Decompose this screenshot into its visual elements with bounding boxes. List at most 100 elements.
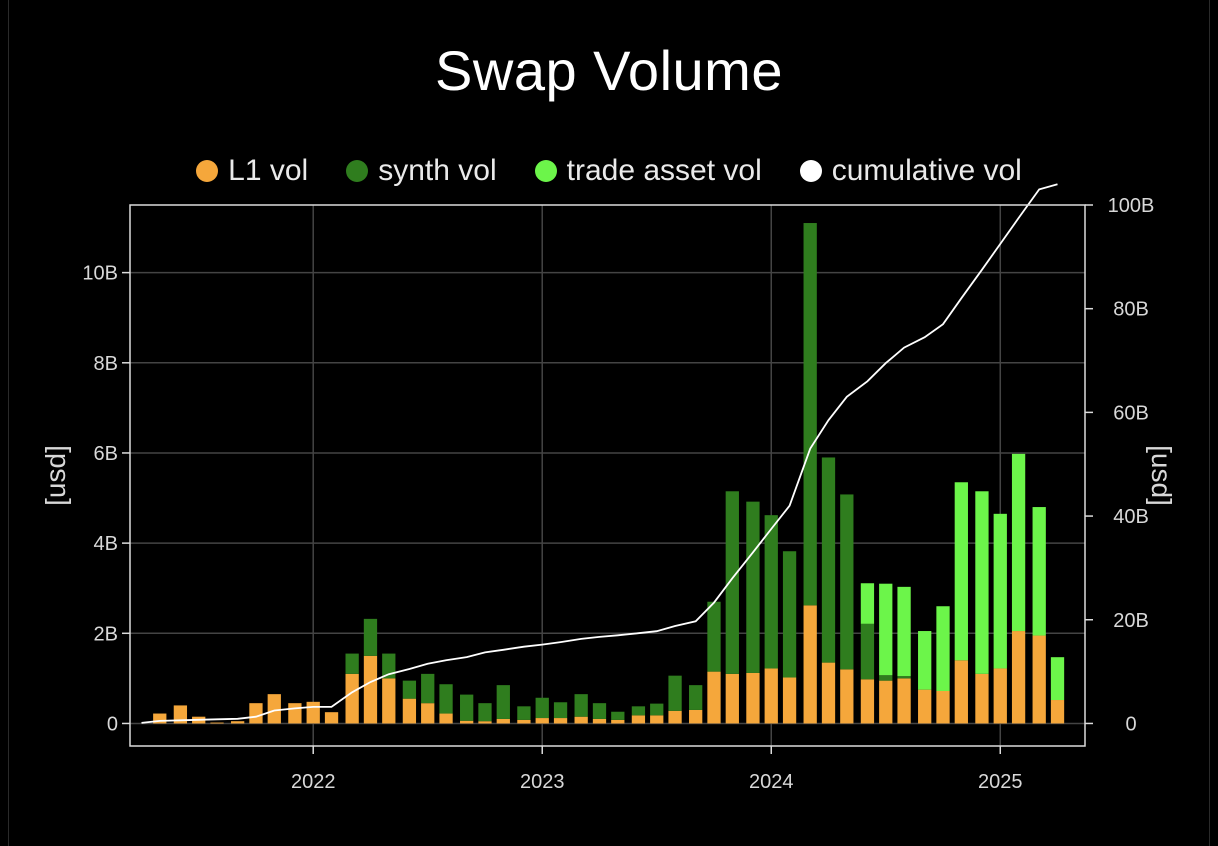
bar-l1-vol <box>173 705 188 724</box>
bar-l1-vol <box>611 719 625 724</box>
bar-synth-vol <box>650 703 664 716</box>
bar-synth-vol <box>725 491 739 674</box>
bar-l1-vol <box>975 673 989 724</box>
bar-synth-vol <box>439 684 453 714</box>
bar-synth-vol <box>382 653 396 679</box>
legend-item-synth[interactable]: synth vol <box>346 154 497 188</box>
bar-l1-vol <box>803 605 817 724</box>
bar-l1-vol <box>553 718 568 724</box>
bar-l1-vol <box>993 668 1007 724</box>
bar-l1-vol <box>918 689 932 724</box>
y-right-axis-label: [usd] <box>1146 445 1177 506</box>
bar-trade-asset-vol <box>993 513 1007 669</box>
bar-l1-vol <box>725 673 739 724</box>
bar-synth-vol <box>803 223 817 606</box>
bar-l1-vol <box>574 716 588 724</box>
bar-l1-vol <box>1011 631 1026 724</box>
bar-synth-vol <box>363 618 378 656</box>
y-left-tick-label: 4B <box>94 533 118 555</box>
bar-synth-vol <box>553 702 568 719</box>
y-left-tick-label: 6B <box>94 443 118 465</box>
bar-synth-vol <box>821 457 836 663</box>
bar-l1-vol <box>324 712 339 724</box>
bar-trade-asset-vol <box>1032 507 1046 636</box>
bar-synth-vol <box>897 676 911 679</box>
legend-label-trade: trade asset vol <box>566 154 762 187</box>
cumulative-vol-line <box>141 183 1058 724</box>
bar-l1-vol <box>689 709 703 724</box>
bar-trade-asset-vol <box>1050 657 1065 701</box>
legend-swatch-cumulative <box>799 160 822 182</box>
bar-trade-asset-vol <box>936 606 950 691</box>
bar-l1-vol <box>535 718 549 724</box>
bar-trade-asset-vol <box>975 491 989 674</box>
bar-synth-vol <box>689 685 703 710</box>
bar-synth-vol <box>517 706 531 720</box>
plot-border <box>129 204 1086 747</box>
chart-frame <box>8 0 1210 846</box>
y-left-tick-label: 0 <box>107 713 118 735</box>
bar-l1-vol <box>421 703 435 724</box>
legend-swatch-synth <box>346 160 369 182</box>
bar-synth-vol <box>611 711 625 720</box>
bar-l1-vol <box>382 678 396 724</box>
y-right-tick-label: 20B <box>1113 610 1149 632</box>
legend-label-cumulative: cumulative vol <box>831 154 1022 187</box>
legend-label-synth: synth vol <box>378 154 497 187</box>
bar-l1-vol <box>460 720 474 724</box>
legend-swatch-trade <box>534 160 557 182</box>
bar-synth-vol <box>840 494 854 670</box>
bar-trade-asset-vol <box>860 583 875 624</box>
bar-l1-vol <box>592 718 607 724</box>
bar-l1-vol <box>210 722 224 724</box>
bar-l1-vol <box>288 703 302 724</box>
y-right-tick-label: 40B <box>1113 506 1149 528</box>
bar-synth-vol <box>345 653 359 674</box>
bar-l1-vol <box>439 713 453 724</box>
chart-title: Swap Volume <box>435 39 783 102</box>
y-left-tick-label: 8B <box>94 353 118 375</box>
y-right-tick-label: 60B <box>1113 402 1149 424</box>
bar-synth-vol <box>631 706 646 716</box>
bar-synth-vol <box>592 703 607 719</box>
bar-synth-vol <box>764 515 778 669</box>
bar-l1-vol <box>746 672 760 724</box>
bar-synth-vol <box>879 675 893 681</box>
bar-l1-vol <box>821 662 836 724</box>
bar-synth-vol <box>535 697 549 719</box>
y-left-tick-label: 10B <box>82 263 118 285</box>
y-right-tick-label: 100B <box>1108 195 1155 217</box>
bar-trade-asset-vol <box>879 583 893 676</box>
bar-l1-vol <box>496 718 510 724</box>
bar-synth-vol <box>460 694 474 721</box>
bar-l1-vol <box>631 715 646 724</box>
x-tick-label: 2025 <box>978 771 1023 793</box>
bar-l1-vol <box>478 721 492 724</box>
y-right-tick-label: 80B <box>1113 299 1149 321</box>
y-left-tick-label: 2B <box>94 623 118 645</box>
bar-synth-vol <box>707 601 721 672</box>
bar-l1-vol <box>402 698 417 724</box>
y-right-tick-label: 0 <box>1125 713 1136 735</box>
bar-trade-asset-vol <box>897 586 911 677</box>
x-tick-label: 2023 <box>520 771 565 793</box>
bar-l1-vol <box>363 655 378 724</box>
bar-l1-vol <box>267 694 281 724</box>
legend-item-cumulative[interactable]: cumulative vol <box>799 154 1022 188</box>
bar-synth-vol <box>782 551 797 678</box>
bar-l1-vol <box>345 673 359 724</box>
bar-l1-vol <box>954 660 968 724</box>
legend-swatch-l1 <box>196 160 219 182</box>
bar-l1-vol <box>897 678 911 724</box>
legend-label-l1: L1 vol <box>228 154 309 187</box>
bar-l1-vol <box>517 719 531 724</box>
bar-trade-asset-vol <box>954 482 968 661</box>
bar-synth-vol <box>668 675 682 711</box>
bar-trade-asset-vol <box>918 631 932 690</box>
legend-item-l1[interactable]: L1 vol <box>196 154 308 188</box>
bar-synth-vol <box>421 673 435 704</box>
legend-item-trade[interactable]: trade asset vol <box>534 154 762 188</box>
bar-synth-vol <box>746 501 760 673</box>
bar-l1-vol <box>650 715 664 724</box>
